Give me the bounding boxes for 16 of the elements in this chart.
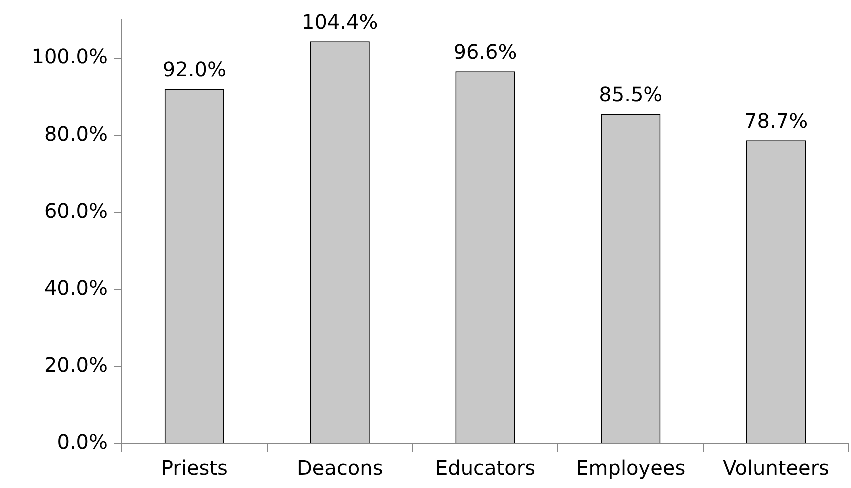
data-label: 78.7% bbox=[744, 108, 808, 133]
x-tick-label: Deacons bbox=[296, 456, 384, 480]
x-tick-label: Volunteers bbox=[723, 456, 830, 480]
y-tick-label: 100.0% bbox=[32, 44, 108, 69]
y-tick-label: 80.0% bbox=[44, 122, 108, 146]
x-tick-label: Educators bbox=[436, 456, 536, 480]
x-tick-label: Priests bbox=[161, 456, 228, 480]
y-tick-label: 20.0% bbox=[44, 353, 108, 378]
data-label: 96.6% bbox=[454, 40, 518, 64]
y-tick-label: 40.0% bbox=[44, 276, 108, 300]
y-tick-label: 0.0% bbox=[57, 430, 108, 454]
data-label: 104.4% bbox=[302, 10, 378, 34]
data-label: 92.0% bbox=[162, 58, 226, 82]
x-tick-label: Employees bbox=[576, 456, 686, 480]
data-label: 85.5% bbox=[599, 82, 663, 107]
y-tick-label: 60.0% bbox=[44, 198, 108, 223]
